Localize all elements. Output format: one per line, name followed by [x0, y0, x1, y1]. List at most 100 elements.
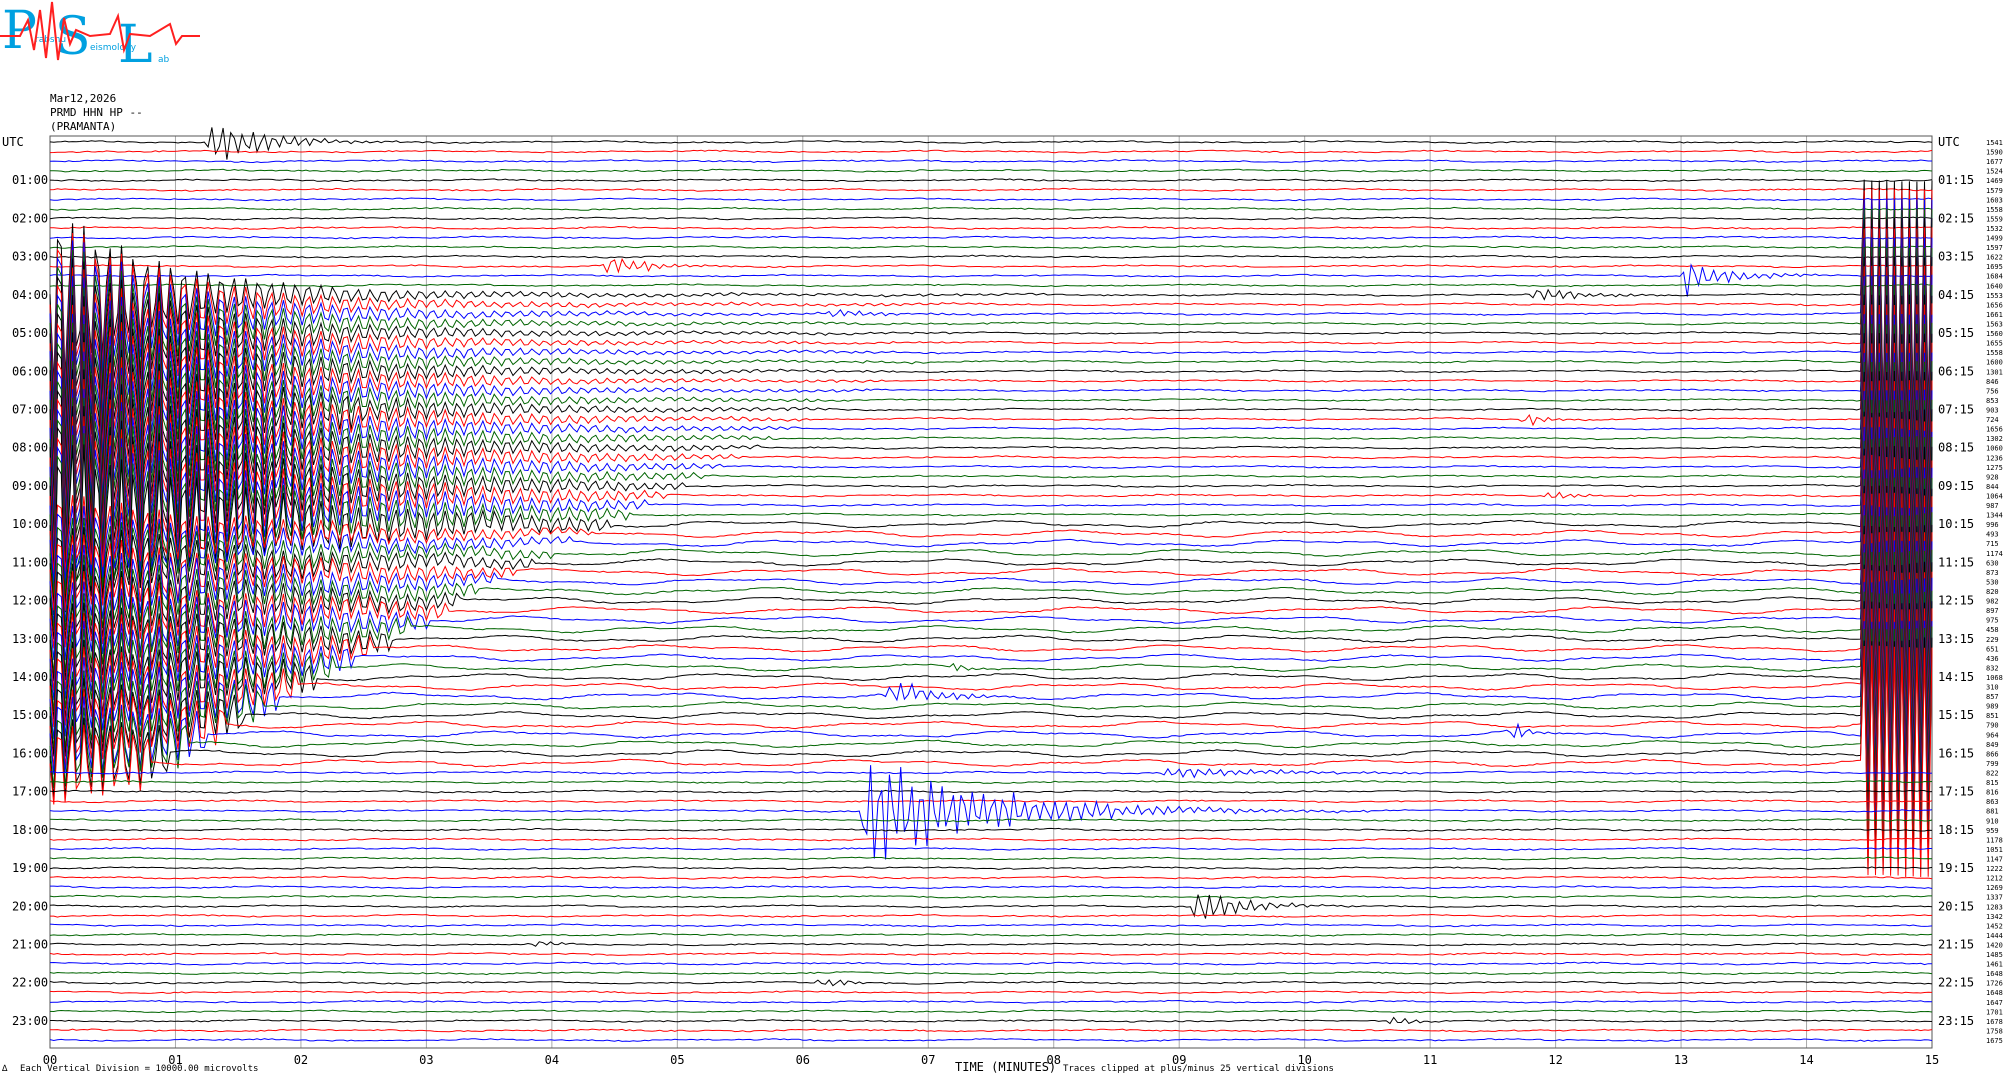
trace-75: [49, 856, 1933, 861]
trace-level-46: 530: [1986, 578, 1999, 586]
trace-level-3: 1524: [1986, 168, 2003, 176]
right-time-label-9: 09:15: [1938, 479, 1974, 493]
trace-33: [49, 342, 1933, 574]
trace-level-58: 857: [1986, 693, 1999, 701]
trace-81: [50, 913, 1933, 918]
trace-65: [49, 645, 1933, 878]
trace-level-74: 1051: [1986, 846, 2003, 854]
trace-59: [49, 590, 1933, 824]
right-time-label-18: 18:15: [1938, 823, 1974, 837]
trace-level-79: 1337: [1986, 894, 2003, 902]
left-time-label-10: 10:00: [12, 517, 48, 531]
left-time-label-13: 13:00: [12, 632, 48, 646]
x-tick-03: 03: [419, 1053, 433, 1067]
left-time-label-11: 11:00: [12, 555, 48, 569]
trace-3: [50, 168, 1933, 173]
right-time-label-0: UTC: [1938, 135, 1960, 149]
trace-8: [49, 216, 1933, 221]
vertical-division-note: Each Vertical Division = 10000.00 microv…: [20, 1064, 259, 1074]
right-time-label-5: 05:15: [1938, 326, 1974, 340]
left-time-label-21: 21:00: [12, 937, 48, 951]
x-tick-01: 01: [168, 1053, 182, 1067]
chart-date: Mar12,2026: [50, 92, 117, 105]
trace-32: [49, 332, 1933, 564]
trace-5: [49, 187, 1933, 192]
trace-level-20: 1560: [1986, 330, 2003, 338]
trace-level-50: 975: [1986, 617, 1999, 625]
trace-52: [49, 524, 1933, 758]
time-grid: [49, 135, 1933, 1049]
trace-19: [49, 208, 1933, 440]
trace-level-69: 863: [1986, 798, 1999, 806]
trace-0: [49, 127, 1933, 160]
left-time-label-3: 03:00: [12, 250, 48, 264]
trace-level-89: 1648: [1986, 989, 2003, 997]
trace-27: [49, 284, 1933, 516]
trace-level-57: 310: [1986, 684, 1999, 692]
trace-level-41: 493: [1986, 531, 1999, 539]
trace-level-24: 1301: [1986, 368, 2003, 376]
trace-level-10: 1499: [1986, 235, 2003, 243]
right-time-label-15: 15:15: [1938, 708, 1974, 722]
trace-15: [49, 283, 1933, 288]
trace-74: [49, 846, 1932, 851]
trace-level-5: 1579: [1986, 187, 2003, 195]
trace-85: [49, 952, 1933, 956]
trace-level-47: 820: [1986, 588, 1999, 596]
right-time-labels: UTC 01:15 02:15 03:15 04:15 05:15 06:15 07:15 08…: [1938, 135, 1974, 1028]
x-tick-10: 10: [1297, 1053, 1311, 1067]
left-time-label-17: 17:00: [12, 785, 48, 799]
left-time-label-18: 18:00: [12, 823, 48, 837]
trace-level-29: 724: [1986, 416, 1999, 424]
logo-word-1: rabshu: [35, 35, 66, 45]
trace-86: [49, 961, 1932, 966]
logo-word-3: ab: [158, 55, 170, 65]
trace-level-92: 1678: [1986, 1018, 2003, 1026]
trace-16: [49, 179, 1933, 411]
trace-38: [49, 389, 1933, 621]
trace-92: [50, 1016, 1933, 1025]
right-time-label-6: 06:15: [1938, 364, 1974, 378]
right-time-label-8: 08:15: [1938, 441, 1974, 455]
corner-mark: ∆: [2, 1064, 8, 1074]
trace-21: [49, 227, 1933, 459]
trace-80: [49, 894, 1933, 919]
trace-level-54: 436: [1986, 655, 1999, 663]
trace-18: [49, 198, 1933, 430]
trace-1: [49, 149, 1933, 154]
trace-68: [49, 789, 1933, 794]
left-time-label-14: 14:00: [12, 670, 48, 684]
trace-67: [49, 780, 1933, 785]
trace-13: [49, 257, 1933, 274]
trace-level-51: 458: [1986, 626, 1999, 634]
trace-level-68: 816: [1986, 789, 1999, 797]
right-time-label-1: 01:15: [1938, 173, 1974, 187]
trace-78: [50, 885, 1933, 890]
trace-level-65: 799: [1986, 760, 1999, 768]
trace-54: [49, 540, 1933, 774]
trace-6: [49, 197, 1933, 202]
x-tick-08: 08: [1047, 1053, 1061, 1067]
right-time-label-2: 02:15: [1938, 211, 1974, 225]
trace-level-81: 1342: [1986, 913, 2003, 921]
trace-20: [49, 217, 1933, 449]
station-code: PRMD HHN HP --: [50, 106, 143, 119]
trace-level-40: 996: [1986, 521, 1999, 529]
minute-tick-labels: 00 01 02 03 04 05 06 07 08 09 10 11 12 13 14 15: [43, 1053, 1939, 1067]
trace-47: [49, 476, 1933, 708]
trace-level-60: 851: [1986, 712, 1999, 720]
trace-level-55: 832: [1986, 664, 1999, 672]
logo-seismic-trace-icon: [0, 1, 200, 61]
trace-31: [49, 322, 1933, 554]
trace-level-39: 1344: [1986, 512, 2003, 520]
trace-58: [49, 577, 1933, 811]
trace-level-6: 1603: [1986, 196, 2003, 204]
trace-17: [49, 189, 1933, 420]
trace-34: [49, 352, 1933, 583]
trace-level-66: 822: [1986, 770, 1999, 778]
trace-level-26: 756: [1986, 387, 1999, 395]
trace-level-71: 910: [1986, 817, 1999, 825]
trace-41: [49, 416, 1933, 651]
trace-42: [49, 426, 1933, 661]
